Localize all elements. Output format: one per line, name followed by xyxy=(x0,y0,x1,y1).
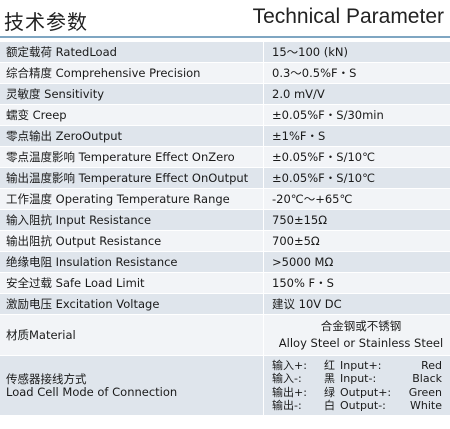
title-chinese: 技术参数 xyxy=(4,10,88,34)
table-row: 激励电压 Excitation Voltage 建议 10V DC xyxy=(0,294,450,315)
param-value: 2.0 mV/V xyxy=(272,86,325,101)
connection-row: 传感器接线方式 Load Cell Mode of Connection 输入+… xyxy=(0,356,450,416)
param-label: 综合精度 Comprehensive Precision xyxy=(0,63,264,83)
connection-label: 传感器接线方式 Load Cell Mode of Connection xyxy=(0,356,264,415)
table-row: 灵敏度 Sensitivity 2.0 mV/V xyxy=(0,84,450,105)
wire-en: Output-: xyxy=(340,399,386,412)
param-value: >5000 MΩ xyxy=(272,254,334,269)
param-label: 灵敏度 Sensitivity xyxy=(0,84,264,104)
param-value: -20℃～+65℃ xyxy=(272,191,353,206)
param-value: 建议 10V DC xyxy=(272,296,342,311)
table-row: 零点输出 ZeroOutput ±1%F・S xyxy=(0,126,450,147)
param-label: 绝缘电阻 Insulation Resistance xyxy=(0,252,264,272)
material-value-cn: 合金钢或不锈钢 xyxy=(320,319,402,333)
wire-en: Input-: xyxy=(340,372,377,385)
table-row: 输出温度影响 Temperature Effect OnOutput ±0.05… xyxy=(0,168,450,189)
wiring-grid: 输入+: 红 Input+: Red 输入-: 黑 Input-: Black … xyxy=(272,359,442,413)
param-label: 蠕变 Creep xyxy=(0,105,264,125)
material-value: 合金钢或不锈钢 Alloy Steel or Stainless Steel xyxy=(264,315,450,355)
wire-cn-color: 黑 xyxy=(324,372,335,385)
param-value: ±0.05%F・S/10℃ xyxy=(272,149,376,164)
param-label: 输入阻抗 Input Resistance xyxy=(0,210,264,230)
material-label: 材质Material xyxy=(0,315,264,355)
param-label: 额定载荷 RatedLoad xyxy=(0,42,264,62)
header-divider xyxy=(0,36,450,38)
param-label: 输出阻抗 Output Resistance xyxy=(0,231,264,251)
wire-en-color: White xyxy=(410,399,442,412)
param-label: 工作温度 Operating Temperature Range xyxy=(0,189,264,209)
table-row: 输出阻抗 Output Resistance 700±5Ω xyxy=(0,231,450,252)
param-label: 零点输出 ZeroOutput xyxy=(0,126,264,146)
wire-cn-color: 白 xyxy=(324,399,335,412)
wire-en-color: Green xyxy=(408,385,442,399)
table-row: 安全过载 Safe Load Limit 150% F・S xyxy=(0,273,450,294)
parameter-table: 额定载荷 RatedLoad 15～100 (kN) 综合精度 Comprehe… xyxy=(0,42,450,416)
wire-cn: 输入+: xyxy=(272,358,307,372)
wire-en-color: Red xyxy=(421,358,442,372)
wire-cn: 输出-: xyxy=(272,399,302,412)
table-row: 工作温度 Operating Temperature Range -20℃～+6… xyxy=(0,189,450,210)
connection-label-en: Load Cell Mode of Connection xyxy=(6,384,178,399)
connection-label-cn: 传感器接线方式 xyxy=(6,371,87,386)
param-label: 激励电压 Excitation Voltage xyxy=(0,294,264,314)
connection-wiring: 输入+: 红 Input+: Red 输入-: 黑 Input-: Black … xyxy=(264,356,450,415)
table-row: 蠕变 Creep ±0.05%F・S/30min xyxy=(0,105,450,126)
table-row: 综合精度 Comprehensive Precision 0.3～0.5%F・S xyxy=(0,63,450,84)
param-value: 700±5Ω xyxy=(272,233,320,248)
wire-en-color: Black xyxy=(412,372,442,385)
table-row: 输入阻抗 Input Resistance 750±15Ω xyxy=(0,210,450,231)
param-value: 0.3～0.5%F・S xyxy=(272,65,357,80)
wire-cn-color: 绿 xyxy=(324,385,335,399)
table-row: 额定载荷 RatedLoad 15～100 (kN) xyxy=(0,42,450,63)
param-value: ±0.05%F・S/10℃ xyxy=(272,170,376,185)
table-row: 绝缘电阻 Insulation Resistance >5000 MΩ xyxy=(0,252,450,273)
material-value-en: Alloy Steel or Stainless Steel xyxy=(278,336,444,350)
param-value: ±0.05%F・S/30min xyxy=(272,107,384,122)
wire-cn: 输入-: xyxy=(272,372,302,385)
wire-en: Output+: xyxy=(340,385,392,399)
header: 技术参数 Technical Parameter xyxy=(0,0,450,40)
param-value: ±1%F・S xyxy=(272,128,326,143)
title-english: Technical Parameter xyxy=(252,5,444,28)
param-value: 150% F・S xyxy=(272,275,334,290)
wire-en: Input+: xyxy=(340,358,382,372)
material-row: 材质Material 合金钢或不锈钢 Alloy Steel or Stainl… xyxy=(0,315,450,356)
table-row: 零点温度影响 Temperature Effect OnZero ±0.05%F… xyxy=(0,147,450,168)
param-label: 输出温度影响 Temperature Effect OnOutput xyxy=(0,168,264,188)
param-value: 15～100 (kN) xyxy=(272,44,348,59)
param-label: 零点温度影响 Temperature Effect OnZero xyxy=(0,147,264,167)
param-label: 安全过载 Safe Load Limit xyxy=(0,273,264,293)
param-value: 750±15Ω xyxy=(272,212,328,227)
wire-cn: 输出+: xyxy=(272,385,307,399)
wire-cn-color: 红 xyxy=(324,358,335,372)
